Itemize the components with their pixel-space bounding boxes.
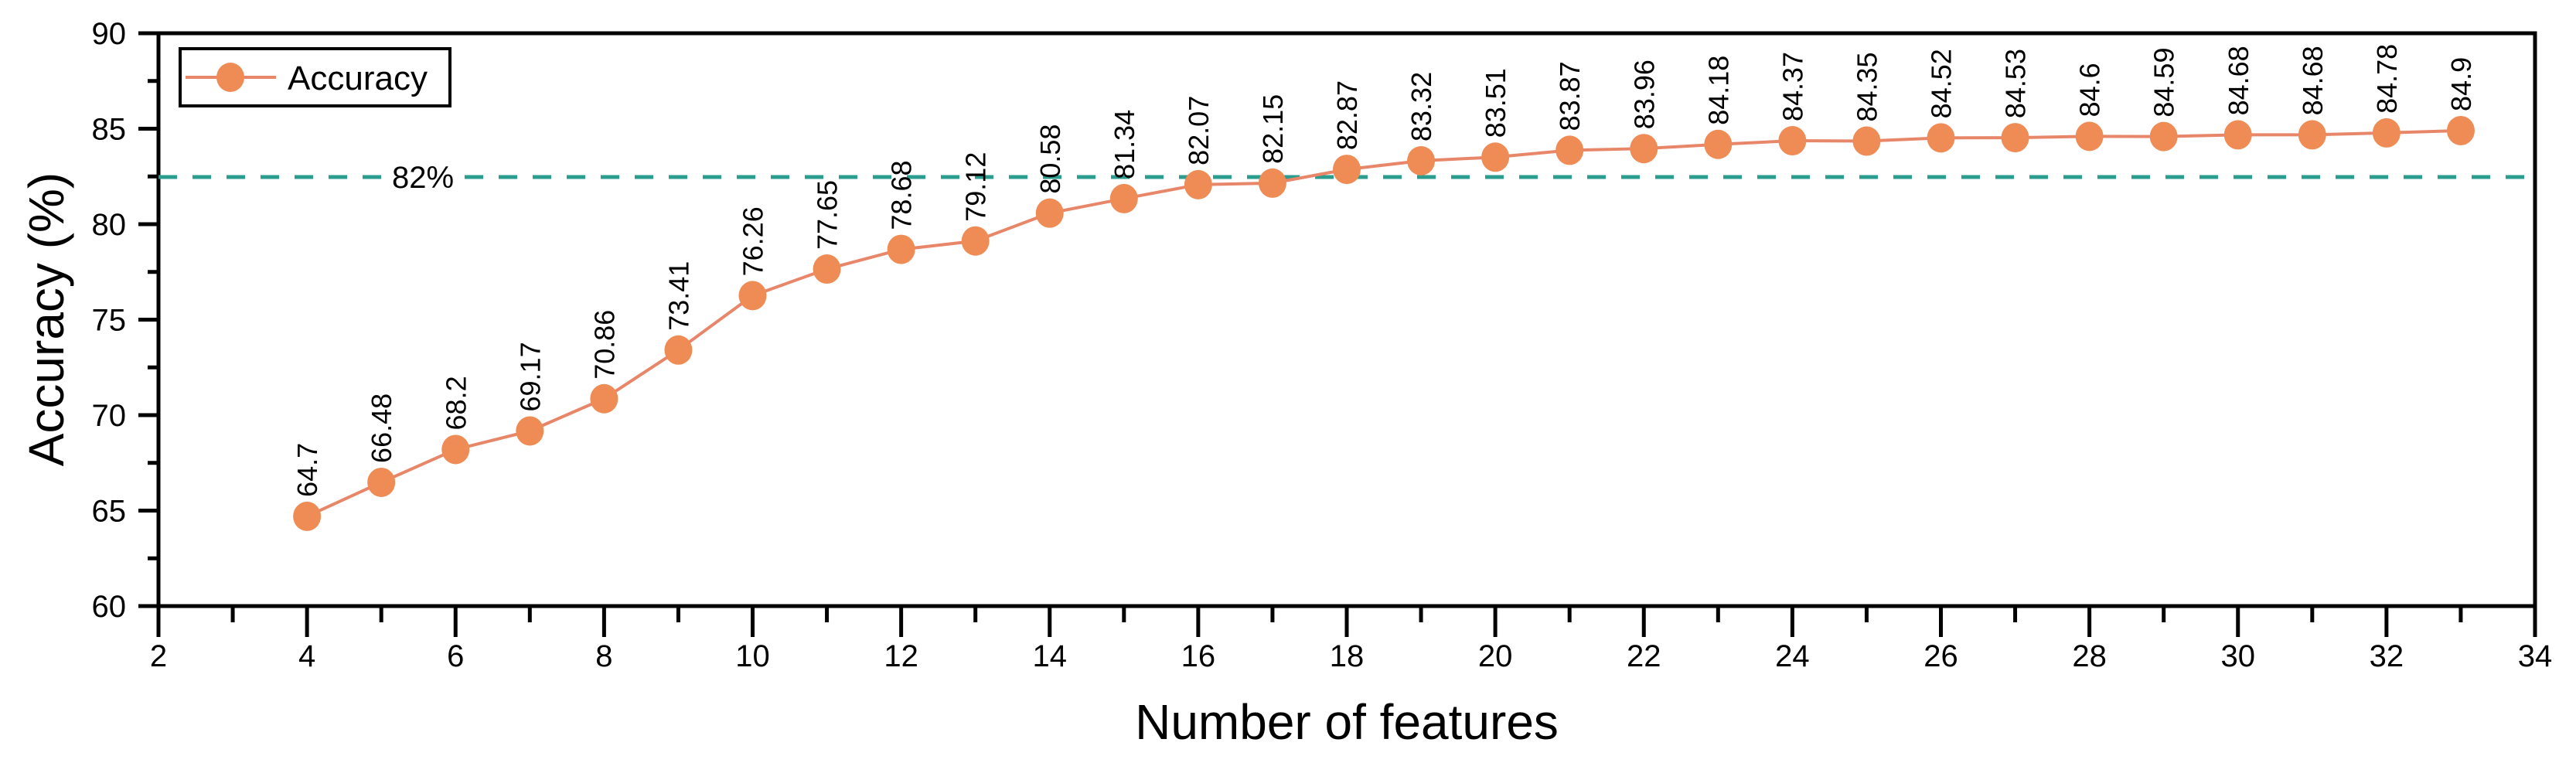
data-point-label: 73.41 bbox=[663, 261, 694, 331]
data-point-marker bbox=[1555, 135, 1584, 165]
data-point-label: 81.34 bbox=[1109, 110, 1140, 179]
data-point-label: 84.6 bbox=[2074, 63, 2106, 117]
data-point-label: 84.59 bbox=[2148, 48, 2180, 118]
data-point-marker bbox=[1704, 129, 1733, 159]
data-point-marker bbox=[441, 434, 470, 465]
data-point-marker bbox=[2149, 121, 2178, 152]
x-tick-label: 8 bbox=[595, 639, 612, 673]
data-point-marker bbox=[1258, 168, 1286, 198]
data-point-label: 82.87 bbox=[1331, 80, 1363, 150]
y-axis-title: Accuracy (%) bbox=[19, 172, 74, 467]
y-tick-label: 80 bbox=[92, 208, 127, 242]
data-point-label: 66.48 bbox=[366, 393, 397, 463]
legend-label: Accuracy bbox=[288, 60, 428, 97]
data-point-label: 83.87 bbox=[1554, 61, 1586, 131]
data-point-marker bbox=[2372, 118, 2401, 148]
data-point-marker bbox=[1927, 123, 1955, 153]
y-tick-label: 90 bbox=[92, 17, 127, 51]
reference-line-label: 82% bbox=[392, 161, 454, 195]
y-tick-label: 65 bbox=[92, 495, 127, 529]
data-point-label: 84.52 bbox=[1926, 49, 1958, 118]
data-point-label: 77.65 bbox=[812, 180, 843, 250]
data-point-label: 82.07 bbox=[1183, 96, 1215, 165]
x-tick-label: 26 bbox=[1923, 639, 1958, 673]
data-point-label: 68.2 bbox=[440, 376, 472, 430]
data-point-marker bbox=[590, 383, 618, 414]
x-tick-label: 6 bbox=[447, 639, 464, 673]
data-point-marker bbox=[1778, 126, 1807, 156]
data-point-marker bbox=[293, 501, 322, 531]
data-point-label: 83.96 bbox=[1628, 60, 1660, 129]
data-point-marker bbox=[1035, 198, 1064, 228]
data-point-marker bbox=[2446, 115, 2475, 145]
data-point-marker bbox=[516, 416, 544, 446]
data-point-label: 84.68 bbox=[2223, 46, 2254, 115]
x-tick-label: 14 bbox=[1033, 639, 1068, 673]
data-point-label: 80.58 bbox=[1034, 124, 1066, 194]
data-point-marker bbox=[1109, 183, 1138, 213]
data-point-label: 70.86 bbox=[588, 310, 620, 380]
data-point-marker bbox=[1481, 142, 1510, 172]
data-point-label: 84.35 bbox=[1851, 52, 1883, 121]
data-point-marker bbox=[2001, 123, 2029, 153]
axes-ticks: 2 4 6 8 10 12 14 16 18 20 22 24 26 28 30 32 346065707580… bbox=[92, 17, 2553, 673]
accuracy-line bbox=[306, 128, 2461, 518]
x-tick-label: 22 bbox=[1627, 639, 1661, 673]
data-point-marker bbox=[2223, 120, 2252, 150]
data-point-label: 83.32 bbox=[1406, 72, 1437, 141]
x-tick-label: 28 bbox=[2072, 639, 2107, 673]
data-point-marker bbox=[738, 281, 767, 311]
data-point-marker bbox=[1333, 155, 1361, 185]
x-tick-label: 30 bbox=[2221, 639, 2256, 673]
data-point-marker bbox=[2075, 121, 2104, 152]
x-tick-label: 34 bbox=[2518, 639, 2553, 673]
x-tick-label: 2 bbox=[150, 639, 167, 673]
data-point-label: 84.78 bbox=[2371, 44, 2403, 114]
data-point-marker bbox=[2298, 120, 2326, 150]
data-point-label: 84.37 bbox=[1777, 52, 1808, 121]
x-tick-label: 4 bbox=[298, 639, 315, 673]
data-point-marker bbox=[961, 226, 990, 256]
data-point-label: 84.53 bbox=[2000, 49, 2032, 118]
x-tick-label: 24 bbox=[1775, 639, 1810, 673]
x-tick-label: 16 bbox=[1181, 639, 1216, 673]
reference-label-background bbox=[383, 158, 463, 196]
data-point-marker bbox=[367, 467, 396, 497]
data-point-marker bbox=[1407, 145, 1436, 175]
y-tick-label: 85 bbox=[92, 113, 127, 147]
data-point-label: 83.51 bbox=[1480, 68, 1511, 138]
accuracy-series: 64.7 66.48 68.2 69.17 70.86 73.41 76.26 77.65 78… bbox=[291, 44, 2477, 531]
data-point-marker bbox=[1852, 126, 1881, 156]
data-point-label: 84.9 bbox=[2445, 57, 2477, 111]
data-point-marker bbox=[887, 234, 915, 264]
data-point-label: 78.68 bbox=[886, 161, 918, 230]
data-point-marker bbox=[664, 335, 693, 365]
y-tick-label: 60 bbox=[92, 590, 127, 624]
x-axis-title: Number of features bbox=[1135, 694, 1559, 750]
x-tick-label: 32 bbox=[2370, 639, 2404, 673]
x-tick-label: 10 bbox=[735, 639, 770, 673]
plot-frame bbox=[156, 31, 2537, 608]
legend: Accuracy bbox=[179, 47, 451, 107]
x-tick-label: 20 bbox=[1478, 639, 1513, 673]
y-tick-label: 70 bbox=[92, 399, 127, 433]
data-point-label: 84.18 bbox=[1702, 56, 1734, 125]
x-tick-label: 12 bbox=[884, 639, 918, 673]
data-point-label: 84.68 bbox=[2297, 46, 2329, 115]
data-point-marker bbox=[1184, 169, 1212, 199]
data-point-label: 76.26 bbox=[738, 206, 769, 276]
data-point-marker bbox=[1630, 134, 1658, 164]
data-point-label: 79.12 bbox=[960, 152, 992, 222]
y-tick-label: 75 bbox=[92, 304, 127, 338]
data-point-label: 64.7 bbox=[291, 443, 323, 497]
data-point-marker bbox=[813, 254, 841, 284]
data-point-label: 69.17 bbox=[514, 342, 546, 411]
data-point-label: 82.15 bbox=[1257, 94, 1289, 164]
legend-marker-icon bbox=[216, 63, 244, 92]
x-tick-label: 18 bbox=[1330, 639, 1365, 673]
